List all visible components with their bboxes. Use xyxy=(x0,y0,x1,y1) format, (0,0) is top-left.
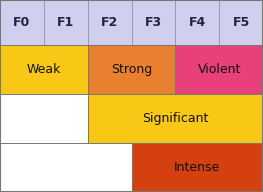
Bar xyxy=(0,0,44,45)
Text: F4: F4 xyxy=(189,16,206,29)
Bar xyxy=(0,143,132,192)
Bar xyxy=(0,45,88,94)
Bar xyxy=(88,0,132,45)
Bar xyxy=(0,94,88,143)
Bar xyxy=(175,45,263,94)
Bar xyxy=(219,0,263,45)
Text: F2: F2 xyxy=(101,16,118,29)
Bar xyxy=(132,143,263,192)
Bar xyxy=(88,45,175,94)
Text: Significant: Significant xyxy=(142,112,209,125)
Text: Violent: Violent xyxy=(198,63,241,76)
Text: F1: F1 xyxy=(57,16,74,29)
Text: Strong: Strong xyxy=(111,63,152,76)
Text: F3: F3 xyxy=(145,16,162,29)
Text: F0: F0 xyxy=(13,16,31,29)
Text: Weak: Weak xyxy=(27,63,61,76)
Bar xyxy=(88,94,263,143)
Text: F5: F5 xyxy=(232,16,250,29)
Bar xyxy=(175,0,219,45)
Text: Intense: Intense xyxy=(174,161,220,174)
Bar xyxy=(132,0,175,45)
Bar xyxy=(44,0,88,45)
